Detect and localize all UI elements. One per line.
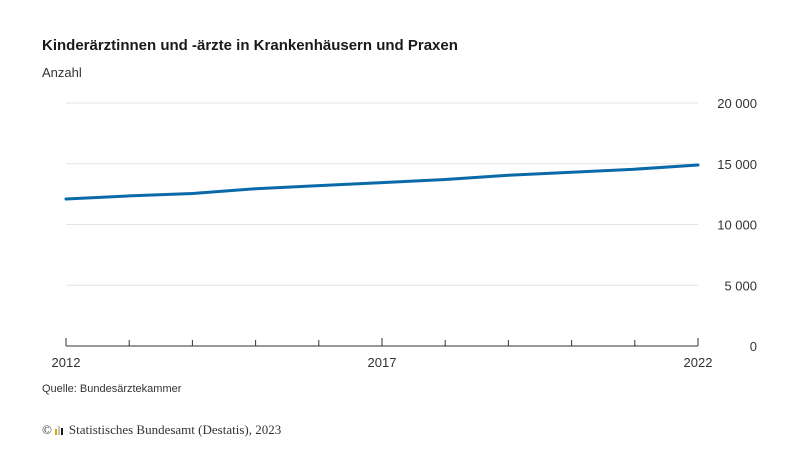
data-point [381,181,384,184]
data-point [128,194,131,197]
series-line [64,163,700,201]
y-tick-label: 0 [750,339,757,354]
logo-bar-2 [57,426,60,435]
data-point [65,197,68,200]
data-point [570,171,573,174]
y-axis-unit-label: Anzahl [42,65,82,80]
destatis-logo-icon [54,425,63,435]
data-point [507,174,510,177]
data-point [191,192,194,195]
copyright-line: © Statistisches Bundesamt (Destatis), 20… [42,422,281,438]
copyright-text: Statistisches Bundesamt (Destatis), 2023 [68,422,282,437]
copyright-symbol: © [42,422,52,437]
x-tick-label: 2022 [684,355,713,370]
y-tick-label: 5 000 [724,278,757,293]
logo-bar-1 [54,429,57,435]
x-tick-label: 2017 [368,355,397,370]
data-point [697,163,700,166]
x-tick-label: 2012 [52,355,81,370]
source-note: Quelle: Bundesärztekammer [42,383,182,395]
data-point [254,187,257,190]
data-point [317,184,320,187]
data-point [444,178,447,181]
y-tick-label: 15 000 [717,157,757,172]
data-point [633,168,636,171]
y-tick-label: 20 000 [717,96,757,111]
logo-bar-3 [60,428,63,435]
y-tick-label: 10 000 [717,218,757,233]
chart-title: Kinderärztinnen und -ärzte in Krankenhäu… [42,37,458,54]
